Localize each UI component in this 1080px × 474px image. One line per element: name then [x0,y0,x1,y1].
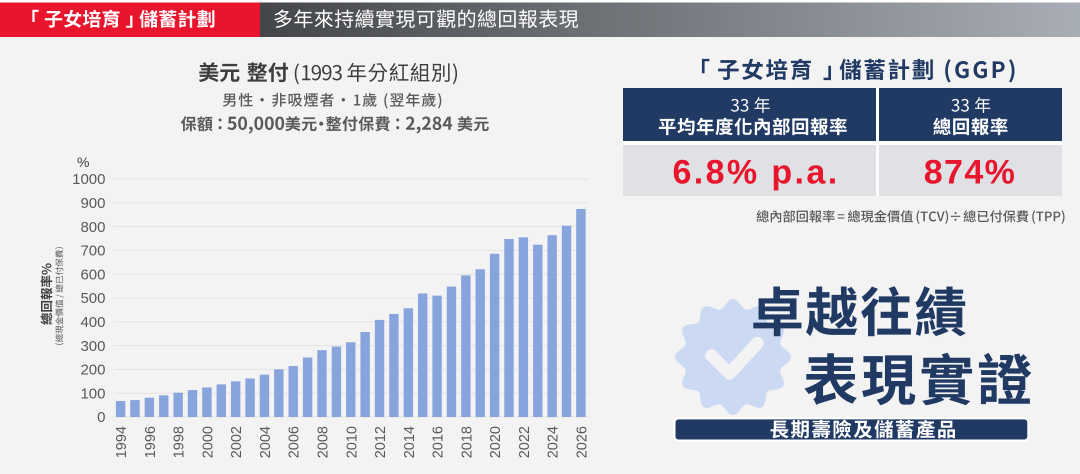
svg-text:2026: 2026 [574,426,590,458]
svg-text:2012: 2012 [373,426,389,458]
svg-text:2018: 2018 [459,426,475,458]
svg-text:1996: 1996 [143,426,159,458]
svg-text:874%: 874% [924,154,1017,192]
svg-text:2008: 2008 [316,426,332,458]
svg-text:1994: 1994 [114,426,130,458]
svg-text:0: 0 [97,409,105,426]
svg-text:300: 300 [80,338,105,355]
svg-text:2002: 2002 [229,426,245,458]
svg-text:2004: 2004 [258,426,274,458]
svg-text:500: 500 [80,290,105,307]
svg-text:1998: 1998 [172,426,188,458]
svg-text:600: 600 [80,266,105,283]
svg-text:400: 400 [80,314,105,331]
svg-text:2014: 2014 [402,426,418,458]
svg-text:2006: 2006 [287,426,303,458]
svg-text:100: 100 [80,385,105,402]
svg-text:2020: 2020 [488,426,504,458]
svg-text:6.8% p.a.: 6.8% p.a. [672,154,839,192]
svg-text:700: 700 [80,243,105,260]
svg-text:900: 900 [80,195,105,212]
svg-text:800: 800 [80,219,105,236]
svg-text:2022: 2022 [517,426,533,458]
svg-text:2024: 2024 [546,426,562,458]
svg-text:1000: 1000 [72,171,105,188]
svg-text:2000: 2000 [200,426,216,458]
svg-text:%: % [77,154,89,170]
svg-text:2010: 2010 [344,426,360,458]
svg-text:200: 200 [80,362,105,379]
svg-text:2016: 2016 [431,426,447,458]
